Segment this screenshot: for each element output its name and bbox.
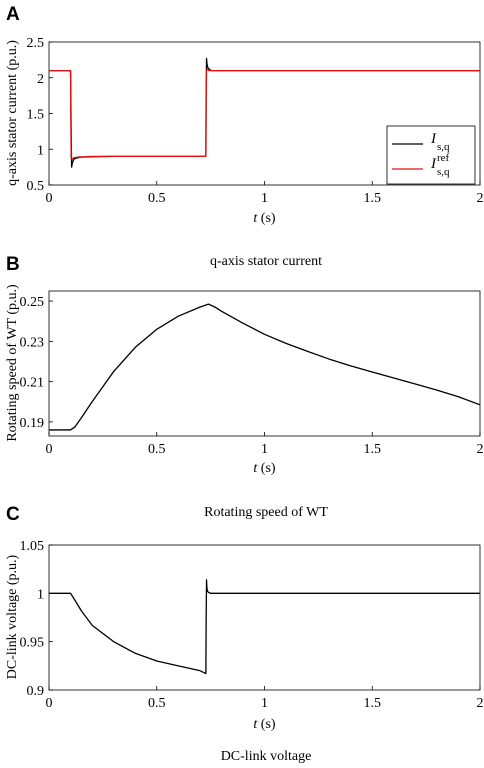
y-tick-label: 0.19 bbox=[20, 416, 45, 431]
x-tick-label: 2 bbox=[477, 696, 484, 711]
y-tick-label: 2.5 bbox=[27, 36, 45, 51]
plot-frame bbox=[48, 544, 481, 691]
x-tick-label: 0.5 bbox=[148, 442, 166, 457]
x-axis-label: t (s) bbox=[253, 211, 276, 226]
plot-frame bbox=[48, 290, 481, 437]
x-tick-label: 0.5 bbox=[148, 191, 166, 206]
y-axis-label: Rotating speed of WT (p.u.) bbox=[5, 284, 20, 442]
x-tick-label: 0 bbox=[46, 191, 53, 206]
panel-A: A0 0.5 1 1.5 20.511.522.5t (s)q-axis stator … bbox=[5, 4, 484, 269]
y-tick-label: 0.21 bbox=[20, 376, 45, 391]
y-tick-label: 0.9 bbox=[27, 684, 45, 699]
y-tick-label: 0.5 bbox=[27, 179, 45, 194]
x-tick-label: 1 bbox=[261, 191, 268, 206]
series-line-0 bbox=[49, 303, 480, 431]
x-tick-label: 1 bbox=[261, 696, 268, 711]
x-tick-label: 2 bbox=[477, 442, 484, 457]
y-tick-label: 1 bbox=[37, 587, 44, 602]
panel-C: C 0 0.5 1 1.5 2 0.9 0.95 1 1.05 t (s) DC-link volta… bbox=[5, 504, 484, 764]
y-tick-label: 2 bbox=[37, 72, 44, 87]
y-axis-label: q-axis stator current (p.u.) bbox=[5, 40, 20, 186]
x-tick-label: 2 bbox=[477, 191, 484, 206]
x-tick-label: 0 bbox=[46, 442, 53, 457]
legend-superscript: ref bbox=[437, 152, 450, 164]
legend-entry: I bbox=[430, 156, 437, 172]
x-tick-label: 1 bbox=[261, 442, 268, 457]
y-tick-label: 0.23 bbox=[20, 335, 45, 350]
panel-letter: A bbox=[6, 4, 20, 25]
panel-caption: q-axis stator current bbox=[210, 254, 322, 269]
panel-letter: C bbox=[6, 504, 20, 525]
x-axis-label: t (s) bbox=[253, 461, 276, 476]
y-tick-label: 1.05 bbox=[20, 539, 45, 554]
panel-caption: DC-link voltage bbox=[221, 749, 312, 764]
y-tick-label: 1 bbox=[37, 143, 44, 158]
y-axis-label: DC-link voltage (p.u.) bbox=[5, 554, 20, 679]
panel-caption: Rotating speed of WT bbox=[204, 505, 328, 520]
series-line-1 bbox=[49, 68, 480, 160]
x-tick-label: 1.5 bbox=[364, 191, 382, 206]
x-tick-label: 1.5 bbox=[364, 442, 382, 457]
legend-box bbox=[386, 125, 476, 185]
panel-B: B 0 0.5 1 1.5 2 0.19 0.21 0.23 0.25 t (s) Rotating … bbox=[5, 254, 484, 520]
x-tick-label: 0.5 bbox=[148, 696, 166, 711]
series-line-0 bbox=[49, 579, 480, 675]
y-tick-label: 0.95 bbox=[20, 636, 45, 651]
y-tick-label: 1.5 bbox=[27, 108, 45, 123]
legend-entry: I bbox=[430, 131, 437, 147]
panel-letter: B bbox=[6, 254, 20, 275]
y-tick-label: 0.25 bbox=[20, 295, 45, 310]
legend-subscript: s,q bbox=[437, 166, 450, 178]
x-axis-label: t (s) bbox=[253, 717, 276, 732]
legend-subscript: s,q bbox=[437, 141, 450, 153]
x-tick-label: 1.5 bbox=[364, 696, 382, 711]
x-tick-label: 0 bbox=[46, 696, 53, 711]
